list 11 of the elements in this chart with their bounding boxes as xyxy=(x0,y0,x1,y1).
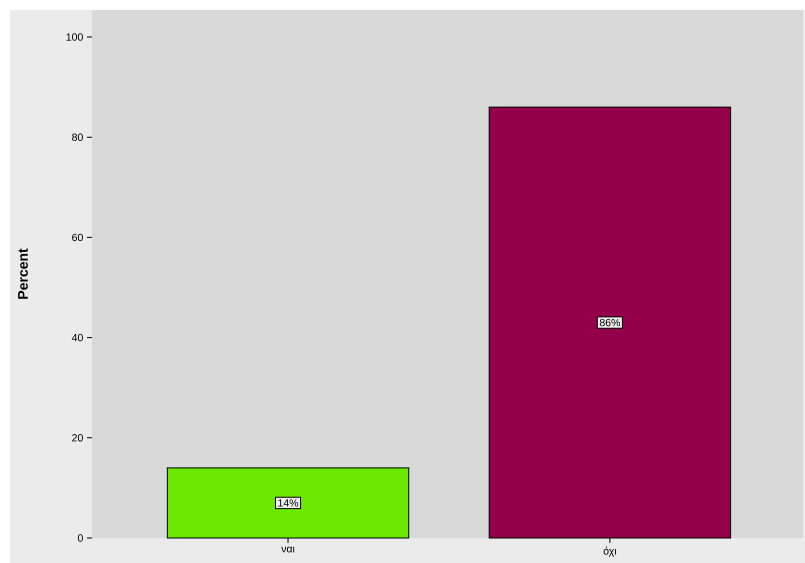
y-tick-label: 0 xyxy=(78,534,83,542)
y-tick-label: 60 xyxy=(72,234,83,242)
data-label: 14% xyxy=(278,499,298,507)
y-tick-label: 20 xyxy=(72,434,83,442)
y-tick-label: 80 xyxy=(72,134,83,141)
y-tick-label: 40 xyxy=(72,334,83,342)
data-label: 86% xyxy=(600,318,620,326)
y-axis-title: Percent xyxy=(18,248,28,299)
y-tick-label: 100 xyxy=(66,33,83,41)
x-tick-label: ναι xyxy=(281,546,295,552)
x-tick-label: όχι xyxy=(604,546,616,557)
